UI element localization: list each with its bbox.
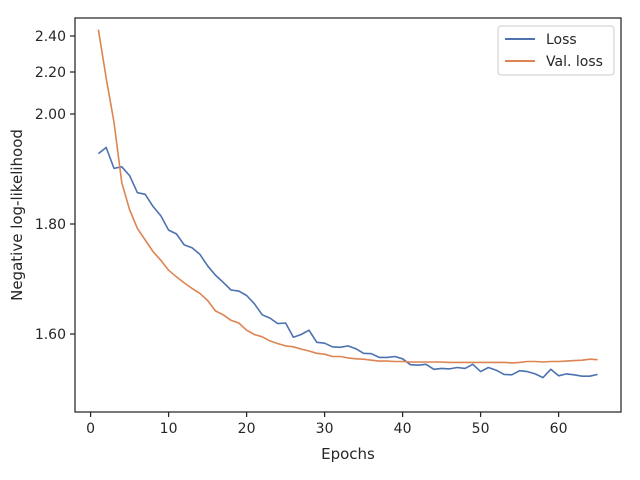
y-axis-label: Negative log-likelihood [8, 129, 26, 301]
x-tick-label: 60 [550, 421, 568, 437]
series-layer [97, 29, 598, 379]
x-tick-label: 0 [86, 421, 95, 437]
x-tick-label: 10 [160, 421, 178, 437]
plot-frame [74, 17, 622, 413]
series-line-val-loss [97, 29, 598, 364]
legend-label-loss: Loss [546, 32, 577, 48]
plot-background [75, 18, 621, 412]
x-tick-label: 50 [472, 421, 490, 437]
series-line-loss [97, 146, 598, 379]
legend: Loss Val. loss [497, 25, 615, 76]
x-axis-label: Epochs [321, 445, 375, 463]
y-axis: 1.60 1.80 2.00 2.20 2.40 [35, 29, 75, 343]
y-tick-label: 2.20 [35, 65, 66, 81]
y-tick-label: 1.80 [35, 217, 66, 233]
y-tick-label: 2.00 [35, 107, 66, 123]
x-axis: 0 10 20 30 40 50 60 [86, 412, 568, 437]
legend-label-val-loss: Val. loss [546, 54, 603, 70]
x-tick-label: 30 [316, 421, 334, 437]
x-tick-label: 20 [238, 421, 256, 437]
x-tick-label: 40 [394, 421, 412, 437]
y-tick-label: 1.60 [35, 327, 66, 343]
y-tick-label: 2.40 [35, 29, 66, 45]
